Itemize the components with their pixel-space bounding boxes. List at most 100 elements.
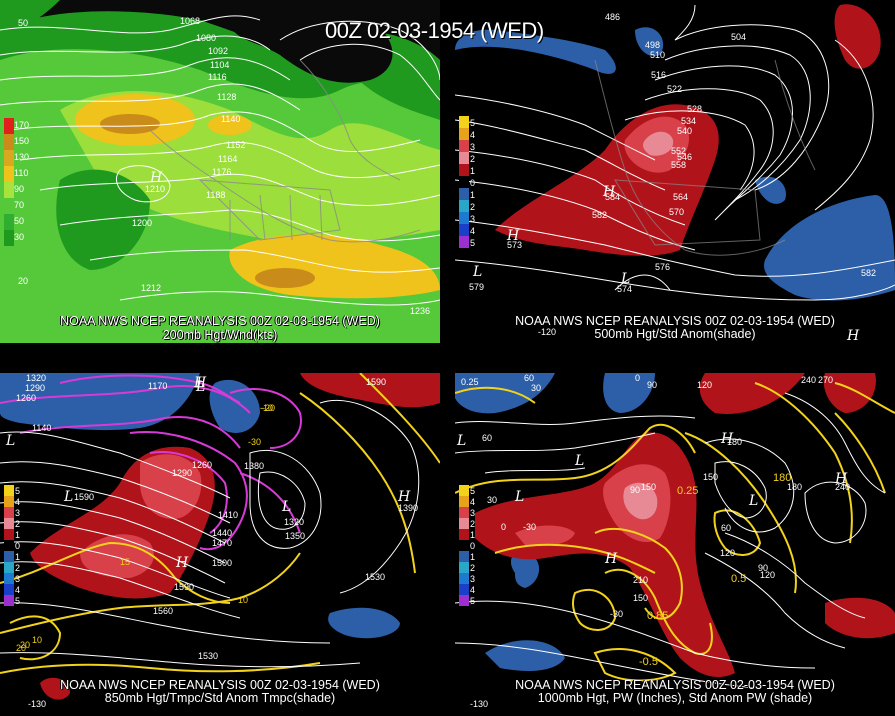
panel-200mb[interactable]: 1068 1080 1092 1104 1116 1128 1140 1152 …	[0, 0, 440, 343]
panel-1000mb[interactable]: 0.25 60 30 0 120 90 270 240 180 150 120 …	[455, 373, 895, 716]
main-title: 00Z 02-03-1954 (WED)	[325, 18, 544, 43]
svg-text:H: H	[846, 328, 860, 343]
svg-text:180: 180	[727, 437, 742, 447]
svg-text:558: 558	[671, 160, 686, 170]
svg-text:60: 60	[524, 373, 534, 383]
svg-text:90: 90	[630, 485, 640, 495]
svg-text:-20: -20	[262, 403, 275, 413]
svg-text:30: 30	[531, 383, 541, 393]
map-1000mb: 0.25 60 30 0 120 90 270 240 180 150 120 …	[455, 373, 895, 716]
svg-text:582: 582	[592, 210, 607, 220]
svg-text:0.85: 0.85	[647, 610, 668, 622]
anomaly-legend-label: 3	[470, 508, 476, 518]
svg-text:1080: 1080	[196, 33, 216, 43]
svg-text:1320: 1320	[284, 517, 304, 527]
anomaly-legend-label: 4	[470, 497, 476, 507]
svg-text:90: 90	[758, 563, 768, 573]
svg-text:546: 546	[677, 152, 692, 162]
svg-text:-10: -10	[260, 403, 273, 413]
svg-text:60: 60	[721, 523, 731, 533]
map-850mb: 1320 1290 1260 1140 1170 1290 1260 1380 …	[0, 373, 440, 716]
svg-text:522: 522	[667, 84, 682, 94]
svg-text:L: L	[748, 493, 758, 509]
svg-text:1590: 1590	[74, 492, 94, 502]
svg-text:H: H	[149, 170, 163, 186]
svg-text:H: H	[193, 375, 207, 391]
svg-text:573: 573	[507, 240, 522, 250]
anomaly-legend-label: 0	[470, 178, 476, 188]
wind-legend-label: 170	[14, 120, 30, 130]
anomaly-legend-label: 2	[470, 154, 476, 164]
svg-text:60: 60	[482, 433, 492, 443]
svg-text:20: 20	[18, 276, 28, 286]
svg-text:534: 534	[681, 116, 696, 126]
svg-text:1116: 1116	[208, 72, 227, 82]
anomaly-legend	[459, 116, 469, 248]
anomaly-legend-label: 2	[470, 519, 476, 529]
svg-text:1500: 1500	[212, 558, 232, 568]
svg-text:H: H	[397, 489, 411, 505]
svg-text:540: 540	[677, 126, 692, 136]
anomaly-legend-label: 3	[470, 142, 476, 152]
anomaly-legend-label: 0	[15, 541, 21, 551]
svg-text:1176: 1176	[212, 167, 231, 177]
svg-text:1092: 1092	[208, 46, 228, 56]
svg-text:1290: 1290	[25, 383, 45, 393]
svg-text:H: H	[602, 184, 616, 200]
svg-text:240: 240	[801, 375, 816, 385]
svg-text:0.25: 0.25	[461, 377, 479, 387]
panel-source-caption: NOAA NWS NCEP REANALYSIS 00Z 02-03-1954 …	[60, 314, 380, 328]
wind-legend-label: 110	[14, 168, 29, 178]
svg-text:270: 270	[818, 375, 833, 385]
anomaly-legend-label: 1	[470, 190, 476, 200]
panel-500mb[interactable]: 486 498 504 510 516 522 528 534 540 552 …	[455, 0, 895, 343]
svg-text:584: 584	[605, 192, 620, 202]
anomaly-legend-label: 1	[15, 530, 21, 540]
svg-text:570: 570	[669, 207, 684, 217]
svg-text:0: 0	[501, 522, 506, 532]
svg-text:1470: 1470	[212, 538, 232, 548]
svg-text:-130: -130	[470, 699, 488, 709]
svg-text:1200: 1200	[132, 218, 152, 228]
svg-text:-120: -120	[538, 327, 556, 337]
svg-text:90: 90	[647, 380, 657, 390]
svg-text:1188: 1188	[206, 190, 225, 200]
svg-text:H: H	[834, 471, 848, 487]
anomaly-legend-label: 1	[470, 552, 476, 562]
svg-text:1210: 1210	[145, 184, 165, 194]
svg-text:150: 150	[641, 482, 656, 492]
svg-text:120: 120	[760, 570, 775, 580]
svg-text:1164: 1164	[218, 154, 237, 164]
svg-text:L: L	[574, 453, 584, 469]
svg-text:150: 150	[633, 593, 648, 603]
svg-text:1170: 1170	[148, 381, 167, 391]
svg-text:552: 552	[671, 146, 686, 156]
svg-text:1350: 1350	[285, 531, 305, 541]
svg-text:0: 0	[635, 373, 640, 383]
svg-text:240: 240	[835, 482, 850, 492]
svg-text:1212: 1212	[141, 283, 161, 293]
svg-text:H: H	[506, 228, 520, 244]
wind-legend-label: 70	[14, 200, 25, 210]
panel-field-caption: 850mb Hgt/Tmpc/Std Anom Tmpc(shade)	[104, 691, 336, 705]
panel-source-caption: NOAA NWS NCEP REANALYSIS 00Z 02-03-1954 …	[60, 678, 380, 692]
svg-text:-30: -30	[248, 437, 261, 447]
panel-field-caption: 200mb Hgt/Wnd(kts)	[162, 328, 278, 342]
svg-text:20: 20	[20, 640, 30, 650]
svg-text:510: 510	[650, 50, 665, 60]
anomaly-legend-label: 3	[15, 508, 21, 518]
wind-legend-label: 90	[14, 184, 25, 194]
anomaly-legend-label: 3	[470, 214, 476, 224]
panel-850mb[interactable]: 1320 1290 1260 1140 1170 1290 1260 1380 …	[0, 373, 440, 716]
anomaly-legend-label: 3	[15, 574, 21, 584]
wind-legend-label: 50	[14, 216, 25, 226]
anomaly-legend-label: 5	[470, 596, 476, 606]
svg-text:0.25: 0.25	[677, 485, 698, 497]
svg-text:10: 10	[32, 635, 42, 645]
panel-field-caption: 500mb Hgt/Std Anom(shade)	[594, 327, 756, 341]
svg-text:15: 15	[120, 557, 130, 567]
anomaly-legend	[459, 485, 469, 606]
wind-legend-label: 130	[14, 152, 30, 162]
svg-text:30: 30	[487, 495, 497, 505]
panel-source-caption: NOAA NWS NCEP REANALYSIS 00Z 02-03-1954 …	[515, 314, 835, 328]
